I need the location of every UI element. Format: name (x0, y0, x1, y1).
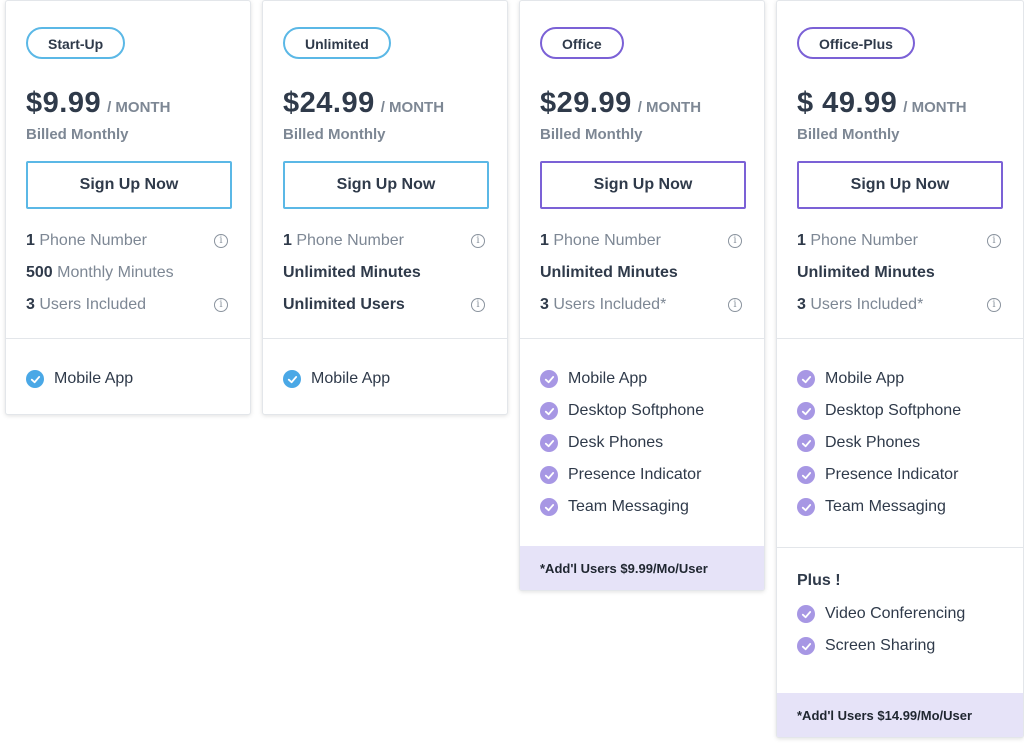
plan-price: $29.99 (540, 87, 632, 119)
feature-item: Desktop Softphone (540, 395, 744, 427)
check-circle-icon (797, 434, 815, 452)
plan-price: $9.99 (26, 87, 102, 119)
plan-price: $24.99 (283, 87, 375, 119)
spec-phone-number: 1 Phone Number i (540, 225, 744, 257)
spec-users: Unlimited Users i (283, 289, 487, 321)
sign-up-button[interactable]: Sign Up Now (540, 161, 746, 209)
plan-name-badge: Office-Plus (797, 27, 915, 59)
feature-item: Desk Phones (540, 427, 744, 459)
check-circle-icon (797, 370, 815, 388)
spec-users: 3 Users Included* i (540, 289, 744, 321)
check-circle-icon (26, 370, 44, 388)
plan-name-badge: Unlimited (283, 27, 391, 59)
check-circle-icon (540, 498, 558, 516)
feature-item: Mobile App (26, 363, 230, 395)
feature-item: Desk Phones (797, 427, 1003, 459)
plan-card-unlimited: Unlimited $24.99 / MONTH Billed Monthly … (262, 0, 508, 415)
billing-cycle: Billed Monthly (26, 126, 129, 143)
info-icon[interactable]: i (728, 234, 742, 248)
plan-card-start-up: Start-Up $9.99 / MONTH Billed Monthly Si… (5, 0, 251, 415)
spec-phone-number: 1 Phone Number i (797, 225, 1003, 257)
additional-users-note: *Add'l Users $14.99/Mo/User (777, 693, 1023, 737)
sign-up-button[interactable]: Sign Up Now (26, 161, 232, 209)
spec-minutes: Unlimited Minutes (797, 264, 935, 281)
info-icon[interactable]: i (214, 234, 228, 248)
spec-phone-number: 1 Phone Number i (283, 225, 487, 257)
feature-item: Team Messaging (797, 491, 1003, 523)
plan-period: / MONTH (107, 99, 171, 116)
plan-card-office: Office $29.99 / MONTH Billed Monthly Sig… (519, 0, 765, 591)
check-circle-icon (797, 637, 815, 655)
info-icon[interactable]: i (987, 234, 1001, 248)
check-circle-icon (797, 605, 815, 623)
feature-item: Video Conferencing (797, 598, 1003, 630)
sign-up-button[interactable]: Sign Up Now (797, 161, 1003, 209)
plus-title: Plus ! (797, 572, 841, 589)
feature-item: Mobile App (283, 363, 487, 395)
billing-cycle: Billed Monthly (797, 126, 900, 143)
spec-minutes: Unlimited Minutes (540, 264, 678, 281)
spec-minutes: 500 Monthly Minutes (26, 264, 174, 281)
feature-item: Screen Sharing (797, 630, 1003, 662)
plan-card-office-plus: Office-Plus $ 49.99 / MONTH Billed Month… (776, 0, 1024, 738)
check-circle-icon (540, 370, 558, 388)
info-icon[interactable]: i (471, 234, 485, 248)
plan-price: $ 49.99 (797, 87, 898, 119)
check-circle-icon (540, 402, 558, 420)
spec-phone-number: 1 Phone Number i (26, 225, 230, 257)
check-circle-icon (797, 466, 815, 484)
feature-item: Presence Indicator (540, 459, 744, 491)
check-circle-icon (540, 466, 558, 484)
check-circle-icon (797, 402, 815, 420)
billing-cycle: Billed Monthly (283, 126, 386, 143)
feature-item: Team Messaging (540, 491, 744, 523)
plan-name-badge: Office (540, 27, 624, 59)
additional-users-note: *Add'l Users $9.99/Mo/User (520, 546, 764, 590)
check-circle-icon (797, 498, 815, 516)
feature-item: Mobile App (540, 363, 744, 395)
info-icon[interactable]: i (728, 298, 742, 312)
check-circle-icon (540, 434, 558, 452)
plan-period: / MONTH (903, 99, 967, 116)
billing-cycle: Billed Monthly (540, 126, 643, 143)
spec-users: 3 Users Included* i (797, 289, 1003, 321)
plus-section: Plus ! Video Conferencing Screen Sharing (777, 547, 1023, 670)
plan-period: / MONTH (380, 99, 445, 116)
info-icon[interactable]: i (471, 298, 485, 312)
info-icon[interactable]: i (214, 298, 228, 312)
spec-minutes: Unlimited Minutes (283, 264, 421, 281)
check-circle-icon (283, 370, 301, 388)
info-icon[interactable]: i (987, 298, 1001, 312)
feature-item: Mobile App (797, 363, 1003, 395)
plan-period: / MONTH (637, 99, 702, 116)
feature-item: Desktop Softphone (797, 395, 1003, 427)
plan-name-badge: Start-Up (26, 27, 126, 59)
feature-item: Presence Indicator (797, 459, 1003, 491)
spec-users: 3 Users Included i (26, 289, 230, 321)
sign-up-button[interactable]: Sign Up Now (283, 161, 489, 209)
